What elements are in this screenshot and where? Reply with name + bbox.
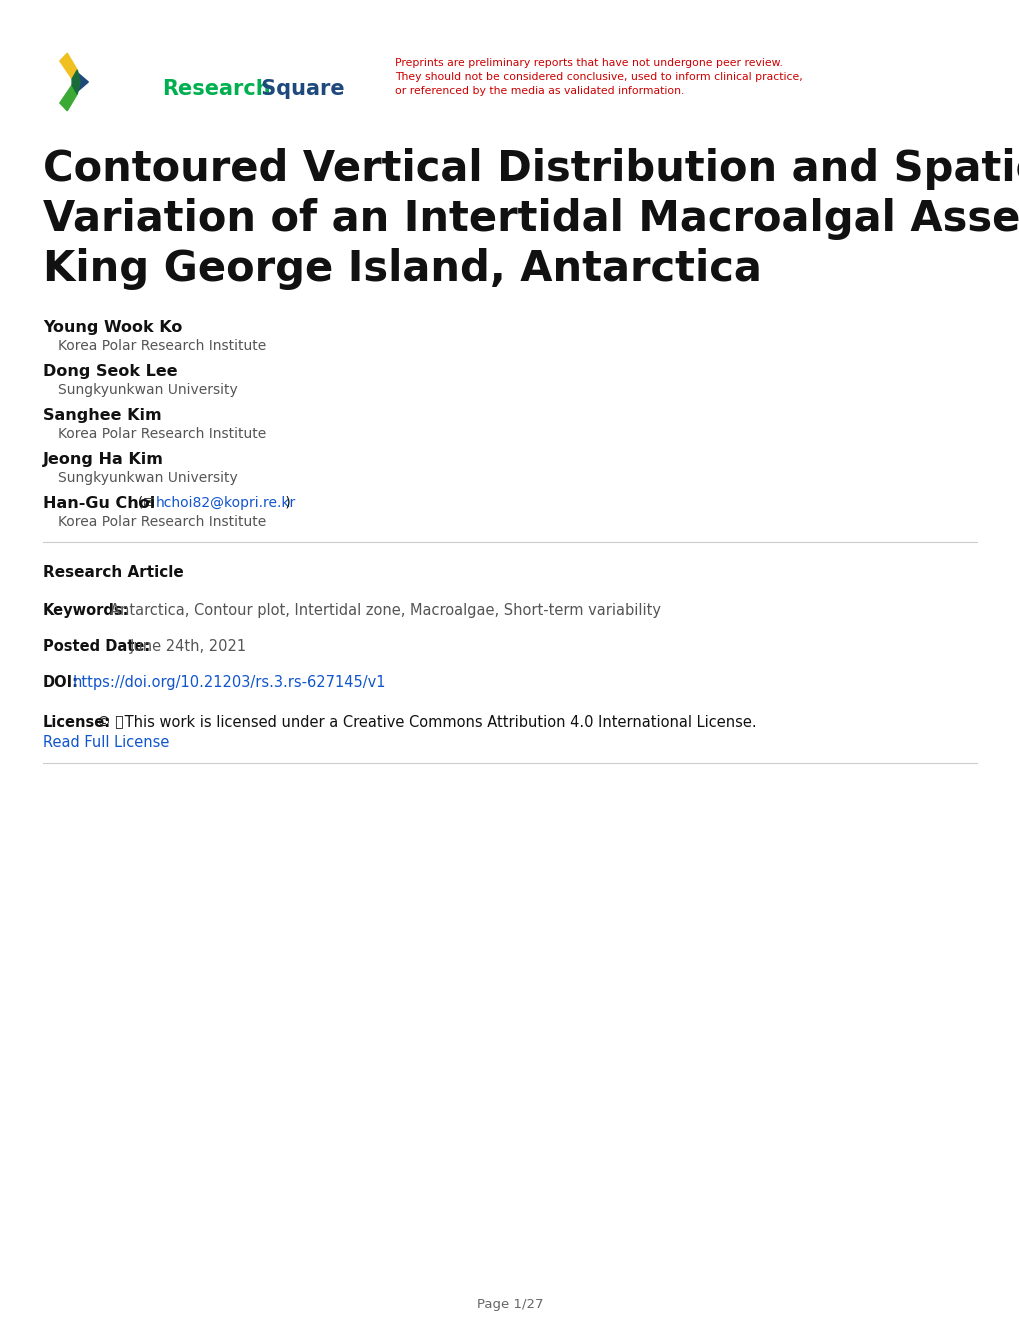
Text: Posted Date:: Posted Date: (43, 639, 150, 653)
Text: ): ) (280, 496, 290, 510)
Text: Preprints are preliminary reports that have not undergone peer review.: Preprints are preliminary reports that h… (394, 58, 783, 69)
Text: hchoi82@kopri.re.kr: hchoi82@kopri.re.kr (156, 496, 296, 510)
Text: Research Article: Research Article (43, 565, 183, 579)
Text: King George Island, Antarctica: King George Island, Antarctica (43, 248, 761, 290)
Text: Korea Polar Research Institute: Korea Polar Research Institute (58, 515, 266, 529)
Text: Contoured Vertical Distribution and Spatio-temporal: Contoured Vertical Distribution and Spat… (43, 148, 1019, 190)
Text: Keywords:: Keywords: (43, 603, 129, 618)
Text: Sanghee Kim: Sanghee Kim (43, 408, 161, 422)
Text: Antarctica, Contour plot, Intertidal zone, Macroalgae, Short-term variability: Antarctica, Contour plot, Intertidal zon… (110, 603, 660, 618)
Text: Variation of an Intertidal Macroalgal Assemblage in: Variation of an Intertidal Macroalgal As… (43, 198, 1019, 240)
Polygon shape (60, 84, 77, 111)
Text: or referenced by the media as validated information.: or referenced by the media as validated … (394, 86, 684, 96)
Text: Korea Polar Research Institute: Korea Polar Research Institute (58, 426, 266, 441)
Text: Research: Research (162, 79, 270, 99)
Text: Sungkyunkwan University: Sungkyunkwan University (58, 383, 237, 397)
Text: (✉: (✉ (128, 496, 159, 510)
Text: Page 1/27: Page 1/27 (476, 1298, 543, 1311)
Polygon shape (75, 71, 89, 92)
Polygon shape (72, 70, 81, 94)
Text: Young Wook Ko: Young Wook Ko (43, 319, 182, 335)
Text: June 24th, 2021: June 24th, 2021 (129, 639, 247, 653)
Text: Korea Polar Research Institute: Korea Polar Research Institute (58, 339, 266, 352)
Text: © ⓘ: © ⓘ (97, 715, 123, 729)
Text: DOI:: DOI: (43, 675, 78, 690)
Text: https://doi.org/10.21203/rs.3.rs-627145/v1: https://doi.org/10.21203/rs.3.rs-627145/… (73, 675, 386, 690)
Text: Sungkyunkwan University: Sungkyunkwan University (58, 471, 237, 484)
Polygon shape (60, 53, 77, 79)
Text: This work is licensed under a Creative Commons Attribution 4.0 International Lic: This work is licensed under a Creative C… (120, 715, 756, 730)
Text: Han-Gu Choi: Han-Gu Choi (43, 496, 155, 511)
Text: Square: Square (254, 79, 344, 99)
Text: License:: License: (43, 715, 111, 730)
Text: Jeong Ha Kim: Jeong Ha Kim (43, 451, 164, 467)
Text: Dong Seok Lee: Dong Seok Lee (43, 364, 177, 379)
Text: Read Full License: Read Full License (43, 735, 169, 750)
Text: They should not be considered conclusive, used to inform clinical practice,: They should not be considered conclusive… (394, 73, 802, 82)
